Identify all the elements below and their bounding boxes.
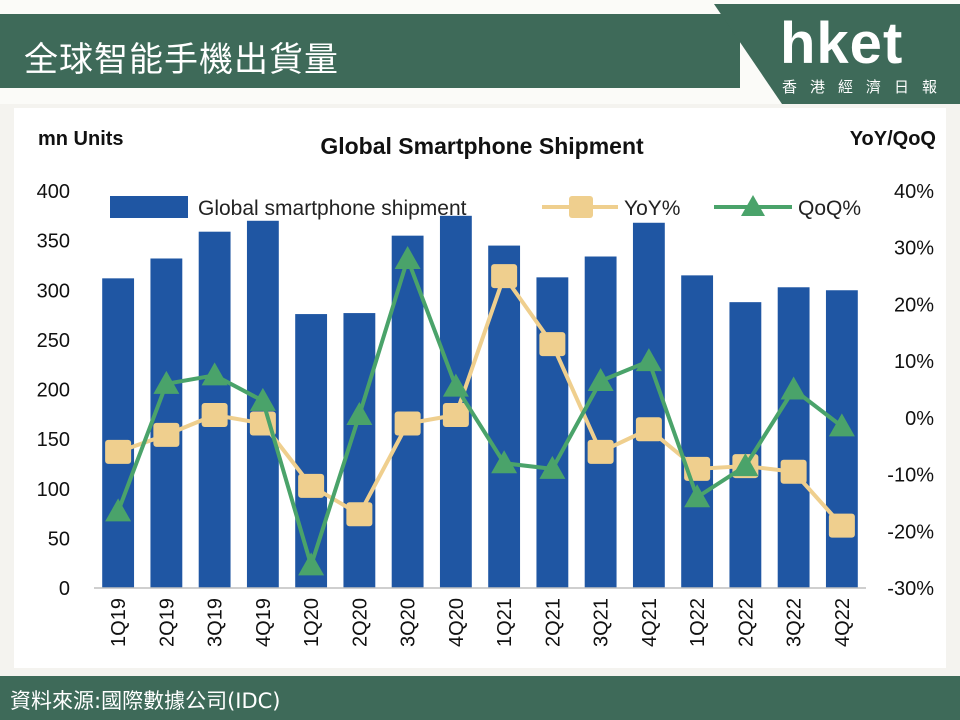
bar-1Q19	[102, 278, 135, 588]
qoq-point-4Q20	[442, 373, 469, 397]
yoy-point-1Q19	[105, 439, 132, 464]
bar-1Q22	[681, 275, 714, 588]
chart-panel: 0 50 100 150 200 250 300 350 400 -30% -20% -10% 0% 10…	[14, 108, 946, 668]
yoy-point-1Q20	[298, 473, 325, 498]
series-line-qoq	[116, 257, 844, 568]
bar-4Q22	[825, 290, 858, 588]
logo-subtitle: 香港經濟日報	[782, 78, 951, 96]
y-right-tick-label: -30%	[887, 578, 934, 600]
y-left-tick-label: 50	[48, 528, 70, 550]
qoq-point-1Q22	[684, 484, 711, 508]
qoq-point-1Q19	[105, 498, 132, 522]
series-line-yoy	[117, 274, 844, 527]
page-title: 全球智能手機出貨量	[24, 40, 339, 80]
yoy-point-2Q21	[539, 332, 566, 357]
qoq-point-2Q20	[346, 402, 373, 426]
x-tick-label: 4Q19	[253, 598, 275, 647]
bar-2Q21	[536, 277, 569, 588]
qoq-point-3Q22	[780, 376, 807, 400]
yoy-point-3Q19	[201, 403, 228, 428]
x-tick-label: 1Q19	[108, 598, 130, 647]
qoq-point-4Q19	[249, 387, 276, 411]
x-tick-label: 4Q21	[639, 598, 661, 647]
bar-3Q22	[777, 287, 810, 588]
x-tick-label: 2Q20	[349, 598, 371, 647]
qoq-point-2Q21	[539, 455, 566, 479]
bar-1Q21	[488, 245, 521, 588]
bar-3Q21	[584, 256, 617, 588]
x-tick-label: 4Q20	[446, 598, 468, 647]
legend-label-yoy: YoY%	[624, 197, 680, 220]
y-left-tick-label: 250	[37, 330, 70, 352]
yoy-point-2Q20	[346, 502, 373, 527]
qoq-point-3Q19	[201, 362, 228, 386]
y-left-tick-label: 200	[37, 380, 70, 402]
bar-2Q22	[729, 302, 762, 588]
qoq-point-1Q21	[491, 450, 518, 474]
y-axis-left-label: mn Units	[38, 128, 124, 150]
y-right-tick-label: 30%	[894, 238, 934, 260]
source-note: 資料來源:國際數據公司(IDC)	[10, 689, 281, 713]
y-right-tick-label: -10%	[887, 465, 934, 487]
logo-background	[714, 4, 960, 104]
x-tick-label: 1Q20	[301, 598, 323, 647]
x-tick-label: 3Q20	[398, 598, 420, 647]
yoy-point-2Q19	[153, 422, 180, 447]
bar-1Q20	[295, 314, 328, 588]
legend-label-qoq: QoQ%	[798, 197, 861, 220]
logo: hket	[780, 11, 904, 76]
qoq-point-2Q22	[732, 453, 759, 477]
x-tick-label: 3Q22	[784, 598, 806, 647]
yoy-point-4Q21	[635, 417, 662, 442]
x-tick-label: 4Q22	[832, 598, 854, 647]
y-right-tick-label: -20%	[887, 521, 934, 543]
y-right-tick-label: 20%	[894, 294, 934, 316]
qoq-point-4Q21	[635, 348, 662, 372]
legend-swatch-bar	[110, 196, 188, 218]
qoq-point-1Q20	[298, 552, 325, 576]
footer: 資料來源:國際數據公司(IDC)	[0, 676, 960, 720]
y-left-tick-label: 0	[59, 578, 70, 600]
bar-4Q21	[632, 222, 665, 588]
x-tick-label: 2Q21	[542, 598, 564, 647]
yoy-point-3Q21	[587, 439, 614, 464]
y-left-tick-label: 400	[37, 181, 70, 203]
yoy-point-4Q20	[442, 403, 469, 428]
qoq-point-3Q21	[587, 367, 614, 391]
title-band: 全球智能手機出貨量	[0, 14, 740, 88]
legend-marker-qoq	[741, 195, 765, 216]
yoy-point-3Q20	[394, 411, 421, 436]
x-tick-label: 1Q22	[687, 598, 709, 647]
x-tick-label: 2Q22	[735, 598, 757, 647]
y-left-tick-label: 150	[37, 429, 70, 451]
y-right-tick-label: 40%	[894, 181, 934, 203]
y-right-tick-label: 10%	[894, 351, 934, 373]
x-tick-label: 2Q19	[156, 598, 178, 647]
legend-marker-yoy	[569, 196, 593, 218]
y-right-tick-label: 0%	[905, 408, 934, 430]
qoq-point-2Q19	[153, 370, 180, 394]
x-tick-label: 3Q21	[591, 598, 613, 647]
chart-title: Global Smartphone Shipment	[320, 133, 644, 159]
yoy-point-1Q21	[491, 264, 518, 289]
y-left-tick-label: 300	[37, 280, 70, 302]
qoq-point-4Q22	[828, 413, 855, 437]
y-left-tick-label: 100	[37, 479, 70, 501]
qoq-point-3Q20	[394, 246, 421, 270]
yoy-point-3Q22	[780, 459, 807, 484]
yoy-point-4Q22	[828, 513, 855, 538]
y-axis-right-label: YoY/QoQ	[850, 128, 936, 150]
chart: 0 50 100 150 200 250 300 350 400 -30% -20% -10% 0% 10…	[37, 128, 936, 647]
header: 全球智能手機出貨量 hket 香港經濟日報	[0, 0, 960, 104]
x-tick-label: 3Q19	[205, 598, 227, 647]
y-left-tick-label: 350	[37, 231, 70, 253]
x-tick-label: 1Q21	[494, 598, 516, 647]
legend-label-shipment: Global smartphone shipment	[198, 197, 467, 220]
